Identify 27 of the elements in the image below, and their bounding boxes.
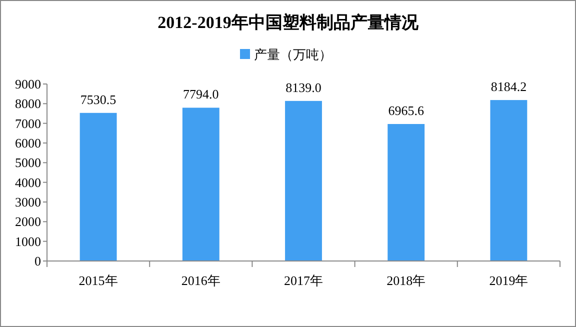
- text: 7530.5: [80, 92, 116, 107]
- bar: [490, 100, 528, 261]
- y-tick-label: 1000: [15, 234, 41, 249]
- chart-title: 2012-2019年中国塑料制品产量情况: [158, 12, 420, 32]
- y-tick-label: 0: [34, 254, 41, 269]
- y-tick-label: 8000: [15, 96, 41, 112]
- x-tick-label: 2016年: [181, 273, 220, 288]
- y-tick-label: 7000: [15, 116, 41, 131]
- y-tick-label: 9000: [15, 76, 41, 92]
- bar: [182, 108, 220, 261]
- y-tick-label: 6000: [15, 136, 41, 151]
- text: 8184.2: [490, 79, 527, 94]
- x-tick-label: 2018年: [386, 273, 426, 288]
- x-tick-label: 2015年: [78, 273, 118, 288]
- x-tick-label: 2017年: [284, 273, 323, 288]
- y-tick-label: 4000: [15, 174, 41, 190]
- bar: [388, 124, 425, 261]
- y-tick-label: 3000: [15, 194, 41, 210]
- text: 7794.0: [183, 86, 219, 102]
- bar: [285, 100, 322, 261]
- legend-label: 产量（万吨）: [254, 47, 332, 62]
- bar: [80, 112, 117, 261]
- text: 8139.0: [286, 80, 322, 95]
- x-tick-label: 2019年: [489, 273, 528, 288]
- text: 6965.6: [388, 103, 424, 118]
- y-tick-label: 5000: [15, 155, 41, 170]
- y-tick-label: 2000: [15, 214, 41, 230]
